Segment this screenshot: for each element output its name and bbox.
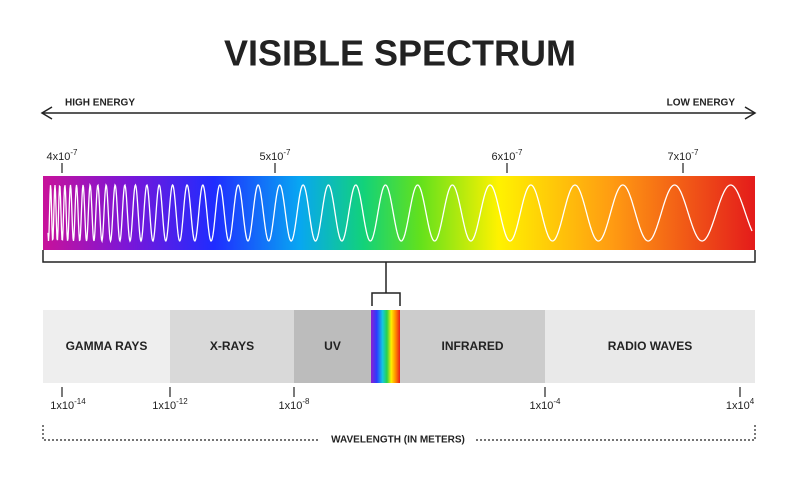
mantissa: 1x10: [152, 400, 176, 412]
mantissa: 1x10: [279, 400, 303, 412]
bottom-tick-label: 1x10-12: [152, 397, 188, 412]
band: [170, 310, 294, 383]
wavelength-bracket: [42, 425, 756, 441]
top-tick-label: 4x10-7: [47, 148, 79, 163]
high-energy: HIGH ENERGY: [65, 98, 135, 109]
visible-band: [371, 310, 400, 383]
axis-label: WAVELENGTH (IN METERS): [331, 435, 465, 446]
exponent: -7: [515, 148, 523, 157]
band-label: INFRARED: [442, 339, 504, 353]
band: [545, 310, 755, 383]
bottom-tick-label: 1x10-4: [530, 397, 562, 412]
exponent: -7: [691, 148, 699, 157]
exponent: -4: [553, 397, 561, 406]
bracket: [42, 250, 756, 306]
title: VISIBLE SPECTRUM: [224, 33, 576, 74]
band: [294, 310, 371, 383]
top-tick-label: 6x10-7: [492, 148, 524, 163]
mantissa: 1x10: [50, 400, 74, 412]
wave: [47, 182, 753, 244]
mantissa: 4x10: [47, 151, 71, 163]
top-tick-label: 7x10-7: [668, 148, 700, 163]
band-label: X-RAYS: [210, 339, 254, 353]
mantissa: 5x10: [260, 151, 284, 163]
band: [43, 310, 170, 383]
exponent: -14: [74, 397, 86, 406]
mantissa: 7x10: [668, 151, 692, 163]
band-label: UV: [324, 339, 341, 353]
exponent: -8: [302, 397, 310, 406]
exponent: -7: [283, 148, 291, 157]
mantissa: 6x10: [492, 151, 516, 163]
band: [400, 310, 545, 383]
bottom-tick-label: 1x104: [726, 397, 755, 412]
bottom-tick-label: 1x10-14: [50, 397, 86, 412]
mantissa: 1x10: [726, 400, 750, 412]
low-energy: LOW ENERGY: [667, 98, 736, 109]
band-label: RADIO WAVES: [608, 339, 692, 353]
energy-arrow: [40, 106, 757, 120]
top-tick-label: 5x10-7: [260, 148, 292, 163]
exponent: -7: [70, 148, 78, 157]
exponent: 4: [750, 397, 755, 406]
band-label: GAMMA RAYS: [66, 339, 148, 353]
bottom-tick-label: 1x10-8: [279, 397, 311, 412]
exponent: -12: [176, 397, 188, 406]
mantissa: 1x10: [530, 400, 554, 412]
